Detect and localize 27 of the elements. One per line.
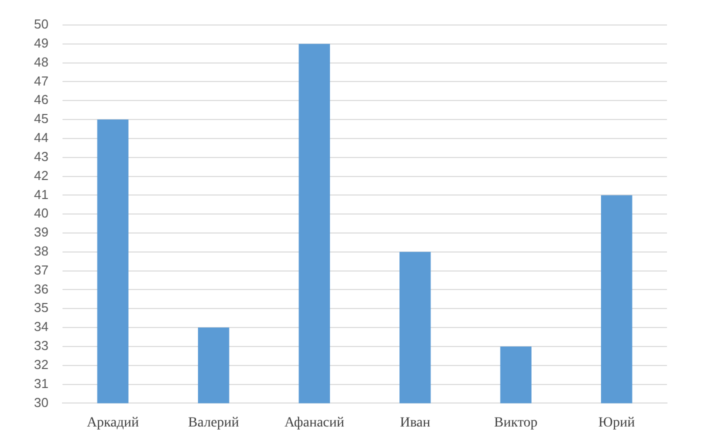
x-tick-label: Юрий (598, 415, 636, 430)
y-tick-label: 40 (34, 206, 48, 221)
y-tick-label: 33 (34, 338, 48, 354)
x-tick-label: Виктор (494, 415, 538, 430)
y-tick-label: 46 (34, 92, 48, 108)
y-tick-label: 44 (34, 130, 48, 146)
x-tick-label: Афанасий (284, 415, 345, 430)
y-tick-label: 36 (34, 281, 48, 296)
y-tick-label: 34 (34, 319, 48, 334)
y-tick-label: 48 (34, 54, 48, 70)
y-tick-label: 30 (34, 394, 48, 410)
y-tick-label: 32 (34, 356, 48, 372)
y-tick-label: 49 (34, 35, 48, 50)
y-tick-label: 41 (34, 186, 48, 202)
y-tick-label: 47 (34, 73, 48, 88)
y-tick-label: 37 (34, 262, 48, 278)
y-tick-label: 42 (34, 168, 48, 183)
x-tick-label: Валерий (188, 415, 240, 430)
y-tick-label: 45 (34, 111, 48, 126)
y-tick-label: 31 (34, 376, 48, 391)
y-tick-label: 35 (34, 300, 48, 316)
y-tick-label: 43 (34, 148, 48, 164)
x-tick-label: Иван (400, 415, 431, 430)
x-tick-label: Аркадий (86, 415, 140, 430)
y-tick-label: 50 (34, 16, 48, 32)
y-tick-label: 39 (34, 224, 48, 240)
y-tick-label: 38 (34, 244, 48, 258)
